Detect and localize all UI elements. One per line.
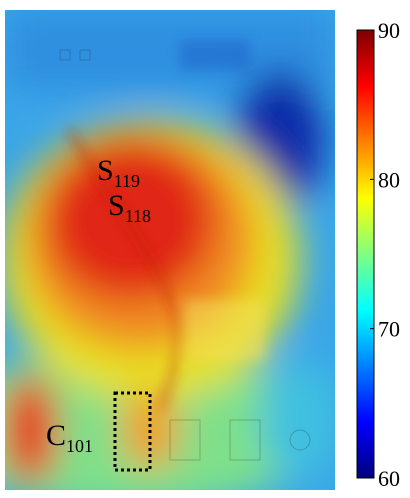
colorbar-tick-label: 80 — [378, 167, 400, 192]
label-subscript: 101 — [66, 436, 93, 456]
label-main: S — [97, 154, 114, 187]
colorbar-tick-label: 90 — [378, 18, 400, 43]
colorbar — [356, 29, 375, 479]
colorbar-tick-label: 60 — [378, 466, 400, 491]
label-subscript: 118 — [125, 206, 151, 226]
colorbar-tick-label: 70 — [378, 317, 400, 342]
component-label: S119 — [97, 154, 140, 191]
label-subscript: 119 — [114, 171, 140, 191]
thermal-image — [5, 10, 335, 490]
highlight-box — [113, 391, 152, 472]
label-main: S — [108, 189, 125, 222]
label-main: C — [46, 419, 66, 452]
component-label: S118 — [108, 189, 151, 226]
component-label: C101 — [46, 419, 93, 456]
